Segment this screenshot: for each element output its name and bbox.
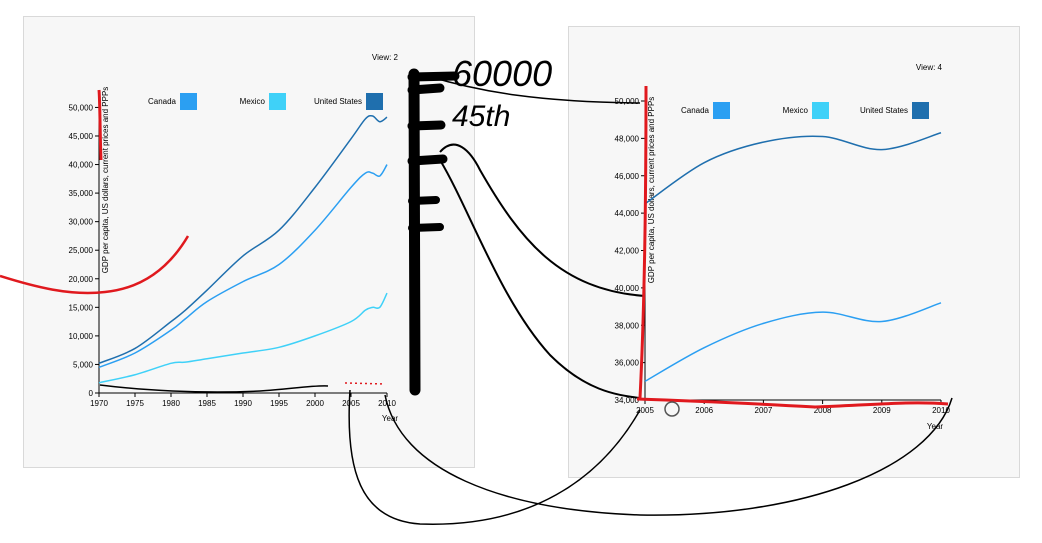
right-y-tick-label: 48,000 [615, 134, 640, 143]
right-legend-swatch [812, 102, 829, 119]
right-legend-swatch [912, 102, 929, 119]
right-y-tick-label: 38,000 [615, 321, 640, 330]
left-x-tick-label: 2000 [306, 399, 324, 408]
right-series-line-canada [644, 302, 942, 382]
ruler-tick-1 [407, 71, 460, 82]
left-x-tick-label: 2005 [342, 399, 360, 408]
right-y-axis-label: GDP per capita, US dollars, current pric… [647, 97, 656, 284]
right-legend-label: United States [860, 106, 908, 115]
left-view-label: View: 2 [372, 53, 399, 62]
right-x-tick-label: 2007 [755, 406, 773, 415]
right-y-tick-label: 46,000 [615, 172, 640, 181]
left-x-tick-label: 1995 [270, 399, 288, 408]
left-y-tick-label: 50,000 [69, 103, 94, 112]
right-y-tick-label: 40,000 [615, 284, 640, 293]
red-annotation-yaxis-left [97, 89, 103, 161]
red-annotation-xaxis-right [636, 397, 949, 409]
ruler-tick-3 [407, 120, 446, 131]
connector-curve-top [427, 75, 641, 104]
right-y-tick-label: 34,000 [615, 396, 640, 405]
ruler-tick-6 [408, 223, 444, 232]
left-y-tick-label: 5,000 [73, 360, 94, 369]
right-y-tick-label: 50,000 [615, 97, 640, 106]
handwritten-value-2: 45th [452, 100, 510, 133]
left-x-axis-label: Year [382, 414, 399, 423]
right-y-tick-label: 44,000 [615, 209, 640, 218]
left-y-tick-label: 20,000 [69, 275, 94, 284]
left-series-line-mexico [98, 292, 388, 384]
right-series-line-united-states [644, 132, 942, 205]
right-x-tick-label: 2010 [932, 406, 950, 415]
left-y-tick-label: 45,000 [69, 132, 94, 141]
red-annotation-yaxis-right [638, 85, 648, 399]
right-x-axis-label: Year [927, 422, 944, 431]
right-y-tick-label: 36,000 [615, 359, 640, 368]
left-x-tick-label: 1975 [126, 399, 144, 408]
right-legend-label: Canada [681, 106, 710, 115]
right-x-tick-label: 2005 [636, 406, 654, 415]
connector-curve-low [439, 159, 641, 399]
left-legend-label: Canada [148, 97, 177, 106]
annotation-circle [664, 401, 680, 417]
left-legend-swatch [366, 93, 383, 110]
left-legend-label: United States [314, 97, 362, 106]
left-y-tick-label: 0 [89, 389, 94, 398]
left-y-tick-label: 35,000 [69, 189, 94, 198]
red-annotation-curve [0, 235, 190, 295]
right-x-tick-label: 2006 [695, 406, 713, 415]
ruler-tick-5 [408, 196, 440, 205]
left-y-tick-label: 40,000 [69, 161, 94, 170]
ruler-tick-4 [407, 154, 448, 166]
left-y-tick-label: 10,000 [69, 332, 94, 341]
right-legend-label: Mexico [783, 106, 809, 115]
black-annotation-squiggle [99, 384, 329, 393]
black-ruler [408, 68, 421, 396]
connector-curve-mid [439, 143, 646, 297]
left-legend-label: Mexico [240, 97, 266, 106]
left-y-tick-label: 15,000 [69, 303, 94, 312]
left-y-axis-label: GDP per capita, US dollars, current pric… [101, 87, 110, 274]
connector-curve-bottom-2 [384, 394, 953, 516]
ruler-tick-2 [407, 83, 445, 95]
right-y-tick-label: 42,000 [615, 247, 640, 256]
right-view-label: View: 4 [916, 63, 943, 72]
left-series-line-united-states [98, 114, 388, 364]
connector-curve-bottom-1 [348, 389, 641, 525]
left-x-tick-label: 1985 [198, 399, 216, 408]
left-x-tick-label: 1970 [90, 399, 108, 408]
left-legend-swatch [269, 93, 286, 110]
left-legend-swatch [180, 93, 197, 110]
left-x-tick-label: 1990 [234, 399, 252, 408]
left-series-line-canada [98, 164, 388, 368]
handwritten-value-1: 60000 [452, 53, 552, 94]
left-y-tick-label: 25,000 [69, 246, 94, 255]
left-x-tick-label: 1980 [162, 399, 180, 408]
right-legend-swatch [713, 102, 730, 119]
right-x-tick-label: 2009 [873, 406, 891, 415]
right-x-tick-label: 2008 [814, 406, 832, 415]
red-annotation-small [344, 382, 386, 385]
left-y-tick-label: 30,000 [69, 218, 94, 227]
